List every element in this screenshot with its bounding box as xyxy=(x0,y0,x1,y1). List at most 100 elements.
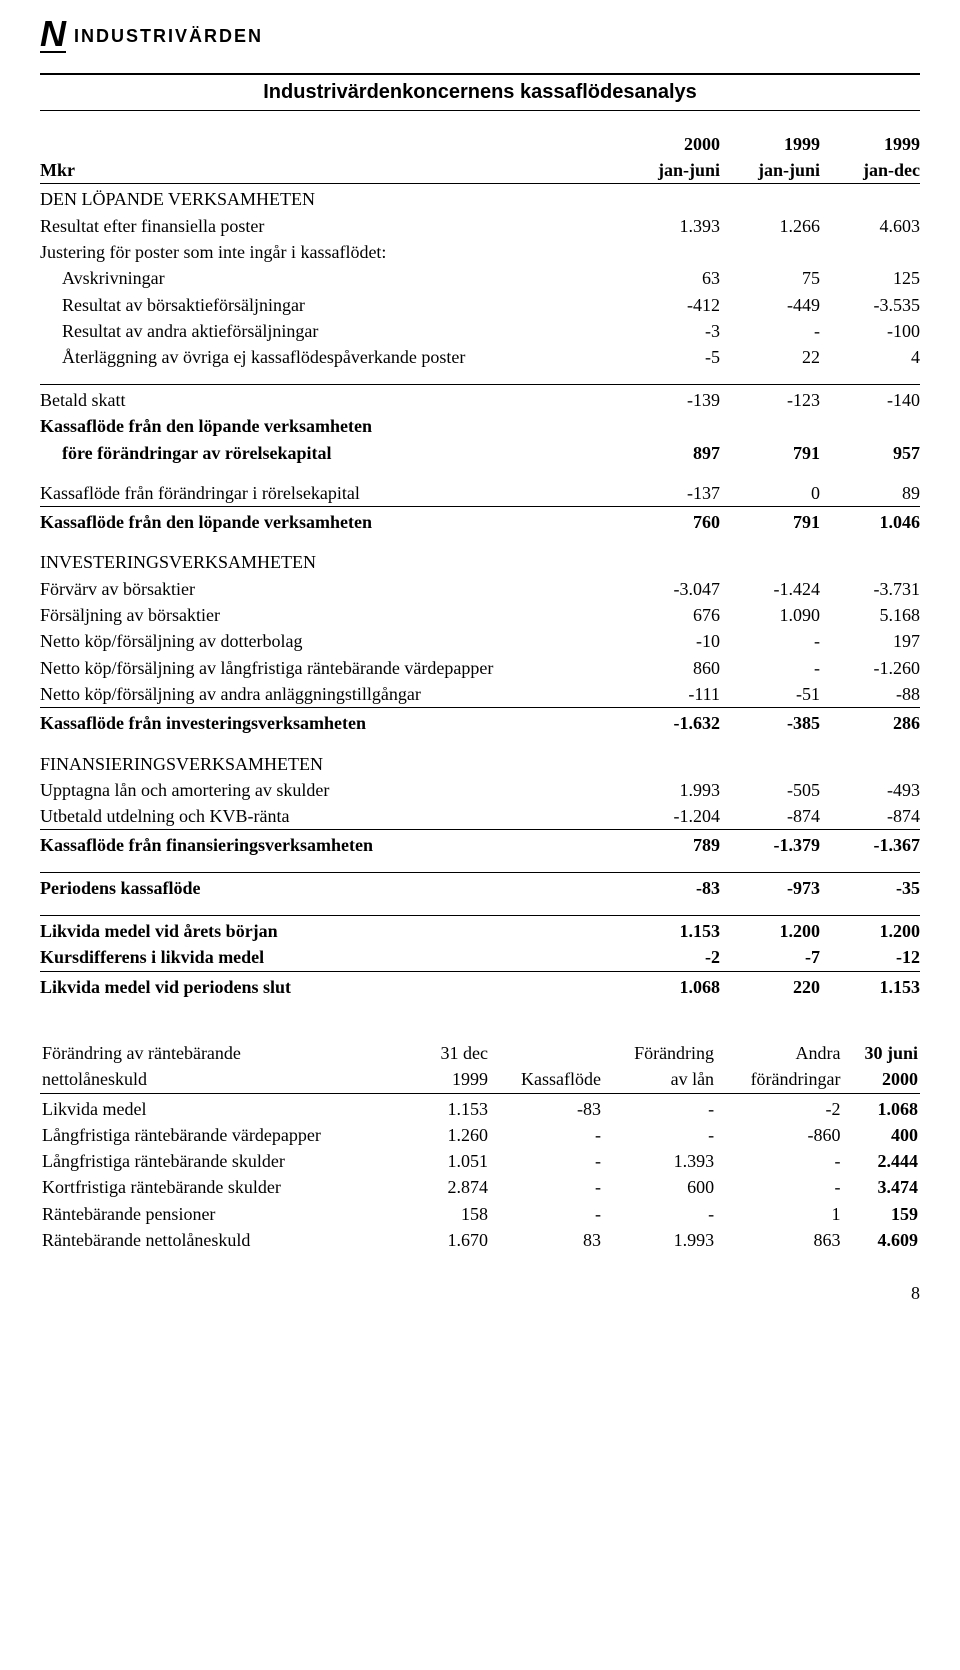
col-unit-label: Mkr xyxy=(40,157,620,184)
cell: - xyxy=(603,1201,716,1227)
cell: -140 xyxy=(820,384,920,413)
table-row: Netto köp/försäljning av andra anläggnin… xyxy=(40,681,920,708)
table-row: Likvida medel1.153-83--21.068 xyxy=(40,1093,920,1122)
col-unit xyxy=(40,131,620,157)
page-title: Industrivärdenkoncernens kassaflödesanal… xyxy=(40,81,920,104)
table-row: Kassaflöde från den löpande verksamheten… xyxy=(40,507,920,536)
t2-h2c3: Kassaflöde xyxy=(490,1066,603,1093)
row-label: Kassaflöde från förändringar i rörelseka… xyxy=(40,480,620,507)
row-label: Långfristiga räntebärande skulder xyxy=(40,1148,421,1174)
table-row: Resultat efter finansiella poster1.3931.… xyxy=(40,213,920,239)
cell: 1.068 xyxy=(843,1093,920,1122)
cell: - xyxy=(603,1093,716,1122)
cell: -3.731 xyxy=(820,576,920,602)
row-label: Räntebärande pensioner xyxy=(40,1201,421,1227)
cell: -1.260 xyxy=(820,655,920,681)
cell: -973 xyxy=(720,873,820,902)
t2-h1c2: 31 dec xyxy=(421,1040,490,1066)
cell: - xyxy=(716,1174,842,1200)
row-label: Resultat av andra aktieförsäljningar xyxy=(40,318,620,344)
row-label: Periodens kassaflöde xyxy=(40,873,620,902)
cell: -449 xyxy=(720,292,820,318)
cell: -123 xyxy=(720,384,820,413)
t2-h1c5: Andra xyxy=(716,1040,842,1066)
table-row: Försäljning av börsaktier6761.0905.168 xyxy=(40,602,920,628)
cell: -1.424 xyxy=(720,576,820,602)
table-row: Kassaflöde från investeringsverksamheten… xyxy=(40,708,920,737)
cell: -83 xyxy=(490,1093,603,1122)
cell: -12 xyxy=(820,944,920,971)
cell: - xyxy=(490,1201,603,1227)
cell: -3.535 xyxy=(820,292,920,318)
row-label: INVESTERINGSVERKSAMHETEN xyxy=(40,549,620,575)
table-row: Resultat av andra aktieförsäljningar-3--… xyxy=(40,318,920,344)
cell: 791 xyxy=(720,440,820,466)
cell: -493 xyxy=(820,777,920,803)
cell: 63 xyxy=(620,265,720,291)
row-label: Likvida medel vid periodens slut xyxy=(40,971,620,1000)
row-label: Kassaflöde från den löpande verksamheten xyxy=(40,507,620,536)
table-row: Förvärv av börsaktier-3.047-1.424-3.731 xyxy=(40,576,920,602)
cell: 789 xyxy=(620,830,720,859)
row-label: Likvida medel xyxy=(40,1093,421,1122)
cell: -2 xyxy=(620,944,720,971)
col-period3: jan-dec xyxy=(820,157,920,184)
cell: 0 xyxy=(720,480,820,507)
cell: 2.874 xyxy=(421,1174,490,1200)
col-2000: 2000 xyxy=(620,131,720,157)
cell: -5 xyxy=(620,344,720,370)
cell: -1.379 xyxy=(720,830,820,859)
cell: - xyxy=(490,1174,603,1200)
table-row: Kortfristiga räntebärande skulder2.874-6… xyxy=(40,1174,920,1200)
row-label: Likvida medel vid årets början xyxy=(40,916,620,945)
table-row: Räntebärande nettolåneskuld1.670831.9938… xyxy=(40,1227,920,1253)
t2-h1c1: Förändring av räntebärande xyxy=(40,1040,421,1066)
cell: -100 xyxy=(820,318,920,344)
cell: -3.047 xyxy=(620,576,720,602)
cell: 1.046 xyxy=(820,507,920,536)
table-row: Netto köp/försäljning av dotterbolag-10-… xyxy=(40,628,920,654)
row-label: Netto köp/försäljning av dotterbolag xyxy=(40,628,620,654)
logo-header: N INDUSTRIVÄRDEN xyxy=(40,20,920,53)
cell: - xyxy=(720,318,820,344)
row-label: Upptagna lån och amortering av skulder xyxy=(40,777,620,803)
cell: - xyxy=(490,1148,603,1174)
cell: -2 xyxy=(716,1093,842,1122)
cell: 4.609 xyxy=(843,1227,920,1253)
table-row: Periodens kassaflöde-83-973-35 xyxy=(40,873,920,902)
row-label: Kortfristiga räntebärande skulder xyxy=(40,1174,421,1200)
t2-h2c1: nettolåneskuld xyxy=(40,1066,421,1093)
cell: 957 xyxy=(820,440,920,466)
cell: 158 xyxy=(421,1201,490,1227)
cell: -385 xyxy=(720,708,820,737)
t2-h1c6: 30 juni xyxy=(843,1040,920,1066)
row-label: Kassaflöde från finansieringsverksamhete… xyxy=(40,830,620,859)
cell: -7 xyxy=(720,944,820,971)
cell: 2.444 xyxy=(843,1148,920,1174)
table-row: Justering för poster som inte ingår i ka… xyxy=(40,239,920,265)
row-label: FINANSIERINGSVERKSAMHETEN xyxy=(40,751,620,777)
cell: - xyxy=(720,628,820,654)
cell: 1.068 xyxy=(620,971,720,1000)
cell: 863 xyxy=(716,1227,842,1253)
t2-h2c2: 1999 xyxy=(421,1066,490,1093)
row-label: Resultat efter finansiella poster xyxy=(40,213,620,239)
col-period2: jan-juni xyxy=(720,157,820,184)
t2-h2c6: 2000 xyxy=(843,1066,920,1093)
cell: -874 xyxy=(720,803,820,830)
table-row: Kursdifferens i likvida medel-2-7-12 xyxy=(40,944,920,971)
t2-h2c4: av lån xyxy=(603,1066,716,1093)
table-row: Kassaflöde från den löpande verksamheten xyxy=(40,413,920,439)
cell: -505 xyxy=(720,777,820,803)
table-row: Långfristiga räntebärande skulder1.051-1… xyxy=(40,1148,920,1174)
table-row: Likvida medel vid periodens slut1.068220… xyxy=(40,971,920,1000)
row-label: före förändringar av rörelsekapital xyxy=(40,440,620,466)
table-row: Kassaflöde från förändringar i rörelseka… xyxy=(40,480,920,507)
cell: 1.393 xyxy=(620,213,720,239)
cell: -137 xyxy=(620,480,720,507)
col-period1: jan-juni xyxy=(620,157,720,184)
cell: -139 xyxy=(620,384,720,413)
cell: 4.603 xyxy=(820,213,920,239)
cell: 125 xyxy=(820,265,920,291)
table-row: Kassaflöde från finansieringsverksamhete… xyxy=(40,830,920,859)
